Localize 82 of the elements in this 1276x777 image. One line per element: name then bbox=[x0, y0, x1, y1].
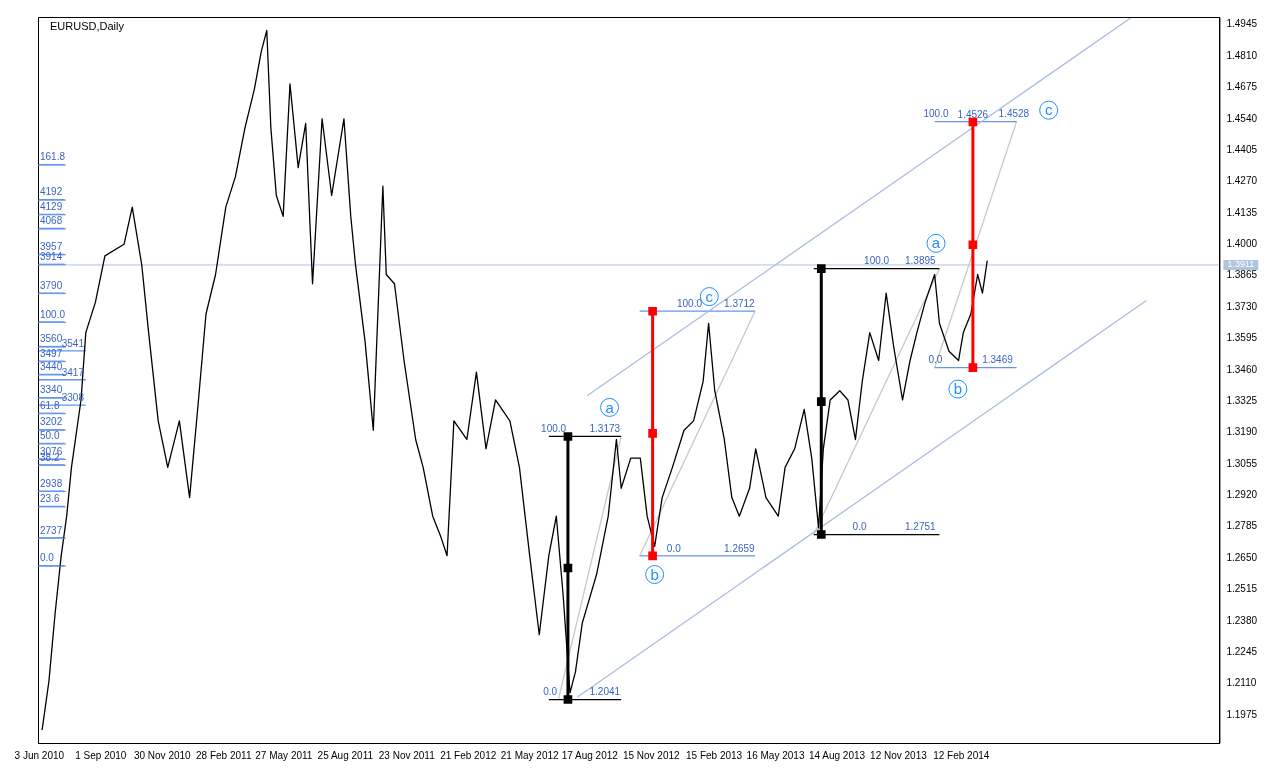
x-tick-label: 17 Aug 2012 bbox=[561, 749, 619, 761]
annotation: 100.0 bbox=[676, 297, 703, 309]
y-tick-label: 1.4540 bbox=[1226, 112, 1258, 124]
annotation: 100.0 bbox=[40, 308, 66, 320]
annotation: 1.3173 bbox=[589, 423, 621, 435]
annotation: 1.4528 bbox=[998, 108, 1030, 120]
annotation: 100.0 bbox=[541, 423, 567, 435]
annotation: 2938 bbox=[40, 477, 63, 489]
annotation: 0.0 bbox=[543, 686, 558, 698]
annotation: c bbox=[705, 287, 714, 305]
x-tick-label: 12 Nov 2013 bbox=[870, 749, 928, 761]
x-tick-label: 28 Feb 2011 bbox=[196, 749, 252, 761]
annotation: 100.0 bbox=[923, 108, 949, 120]
x-tick-label: 12 Feb 2014 bbox=[933, 749, 990, 761]
annotation: 1.2041 bbox=[589, 686, 621, 698]
y-tick-label: 1.4675 bbox=[1226, 81, 1258, 93]
annotation: 3202 bbox=[40, 416, 63, 428]
annotation: 3340 bbox=[40, 384, 63, 396]
annotation: 1.2659 bbox=[724, 542, 756, 554]
annotation: 1.3712 bbox=[724, 297, 756, 309]
annotation: 0.0 bbox=[928, 354, 943, 366]
annotation: 1.3895 bbox=[905, 255, 937, 267]
annotation: 3560 bbox=[40, 333, 63, 345]
annotation: 4192 bbox=[40, 186, 63, 198]
y-tick-label: 1.3460 bbox=[1226, 363, 1258, 375]
y-tick-label: 1.3730 bbox=[1226, 300, 1258, 312]
y-tick-label: 1.3865 bbox=[1226, 269, 1258, 281]
y-tick-label: 1.3190 bbox=[1226, 426, 1258, 438]
x-tick-label: 30 Nov 2010 bbox=[133, 749, 192, 761]
x-tick-label: 14 Aug 2013 bbox=[808, 749, 866, 761]
annotation: 0.0 bbox=[666, 542, 682, 554]
x-tick-label: 21 May 2012 bbox=[500, 749, 560, 761]
y-tick-label: 1.3595 bbox=[1226, 332, 1258, 344]
y-tick-label: 1.2110 bbox=[1226, 677, 1257, 689]
y-tick-label: 1.4000 bbox=[1226, 238, 1258, 250]
y-tick-label: 1.2515 bbox=[1226, 583, 1258, 595]
ref-line-label: 1.3911 bbox=[1227, 259, 1255, 270]
x-tick-label: 27 May 2011 bbox=[255, 749, 313, 761]
x-tick-label: 3 Jun 2010 bbox=[14, 749, 65, 761]
annotation: a bbox=[605, 398, 615, 416]
annotation: a bbox=[931, 234, 941, 252]
y-tick-label: 1.4810 bbox=[1226, 49, 1258, 61]
x-tick-label: 23 Nov 2011 bbox=[378, 749, 436, 761]
y-tick-label: 1.4135 bbox=[1226, 206, 1258, 218]
annotation: 3440 bbox=[40, 361, 63, 373]
y-tick-label: 1.3325 bbox=[1226, 394, 1258, 406]
annotation: 3957 bbox=[40, 241, 63, 253]
annotation: 0.0 bbox=[40, 552, 55, 564]
y-tick-label: 1.2380 bbox=[1226, 614, 1258, 626]
annotation: 4068 bbox=[40, 215, 63, 227]
annotation: 100.0 bbox=[864, 255, 890, 267]
annotation: 1.4526 bbox=[957, 108, 989, 120]
annotation: 4129 bbox=[40, 201, 63, 213]
annotation: 1.2751 bbox=[905, 521, 937, 533]
annotation: c bbox=[1044, 101, 1053, 119]
annotation: 1.3469 bbox=[982, 354, 1014, 366]
x-tick-label: 15 Nov 2012 bbox=[622, 749, 681, 761]
annotation: 2737 bbox=[40, 524, 63, 536]
y-tick-label: 1.2785 bbox=[1226, 520, 1258, 532]
y-tick-label: 1.4270 bbox=[1226, 175, 1258, 187]
annotation: 161.8 bbox=[40, 151, 66, 163]
annotation: 3497 bbox=[40, 347, 63, 359]
annotation: b bbox=[953, 380, 963, 398]
y-tick-label: 1.2920 bbox=[1226, 489, 1258, 501]
x-tick-label: 16 May 2013 bbox=[746, 749, 805, 761]
y-tick-label: 1.1975 bbox=[1226, 708, 1258, 720]
annotation: 3541 bbox=[61, 337, 85, 349]
annotation: 50.0 bbox=[40, 430, 60, 442]
y-tick-label: 1.2245 bbox=[1226, 645, 1258, 657]
y-tick-label: 1.4405 bbox=[1226, 143, 1258, 155]
x-tick-label: 1 Sep 2010 bbox=[75, 749, 127, 761]
y-tick-label: 1.4945 bbox=[1226, 18, 1258, 30]
y-tick-label: 1.2650 bbox=[1226, 551, 1258, 563]
annotation: b bbox=[650, 565, 659, 583]
x-tick-label: 15 Feb 2013 bbox=[685, 749, 743, 761]
annotation: 3790 bbox=[40, 279, 63, 291]
annotation: 23.6 bbox=[40, 493, 60, 505]
x-tick-label: 25 Aug 2011 bbox=[317, 749, 374, 761]
y-tick-label: 1.3055 bbox=[1226, 457, 1258, 469]
x-tick-label: 21 Feb 2012 bbox=[440, 749, 497, 761]
annotation: 0.0 bbox=[852, 521, 867, 533]
chart-title: EURUSD,Daily bbox=[50, 19, 125, 32]
